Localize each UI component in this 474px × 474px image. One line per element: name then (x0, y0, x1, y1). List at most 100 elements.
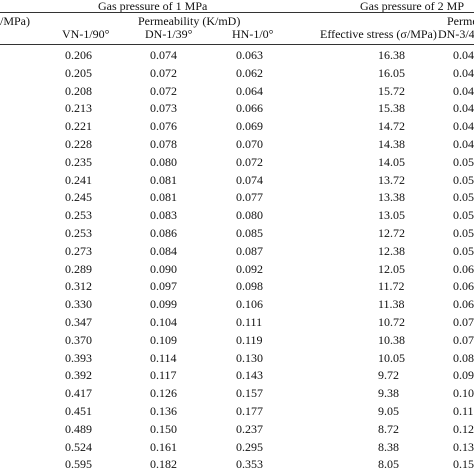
table-row: 0.347 0.104 0.111 10.72 0.072 (0, 313, 474, 331)
cell-hn: 0.080 (236, 208, 263, 223)
cell-dn: 0.080 (150, 154, 177, 169)
table-row: 0.253 0.083 0.080 13.05 0.054 (0, 206, 474, 224)
cell-dn2: 0.136 (453, 439, 474, 454)
cell-dn: 0.072 (150, 65, 177, 80)
table-row: 0.289 0.090 0.092 12.05 0.062 (0, 260, 474, 278)
permeability-label: Permeability (K/mD) (138, 14, 241, 28)
cell-hn: 0.062 (236, 65, 263, 80)
cell-vn: 0.347 (65, 314, 92, 329)
cell-vn: 0.595 (65, 457, 92, 472)
table-row: 0.417 0.126 0.157 9.38 0.107 (0, 384, 474, 402)
table-row: 0.370 0.109 0.119 10.38 0.076 (0, 331, 474, 349)
col-header-dn: DN-1/39° (145, 27, 193, 41)
cell-es: 10.38 (378, 332, 405, 347)
cell-es: 12.72 (378, 225, 405, 240)
cell-dn2: 0.050 (453, 154, 474, 169)
cell-vn: 0.330 (65, 297, 92, 312)
cell-dn2: 0.107 (453, 386, 474, 401)
cell-hn: 0.085 (236, 225, 263, 240)
cell-dn2: 0.076 (453, 332, 474, 347)
cell-vn: 0.289 (65, 261, 92, 276)
cell-vn: 0.253 (65, 225, 92, 240)
table-row: 0.208 0.072 0.064 15.72 0.044 (0, 82, 474, 100)
cell-hn: 0.143 (236, 368, 263, 383)
cell-hn: 0.130 (236, 350, 263, 365)
cell-hn: 0.069 (236, 119, 263, 134)
cell-hn: 0.111 (236, 314, 263, 329)
cell-dn: 0.114 (150, 350, 177, 365)
table-row: 0.235 0.080 0.072 14.05 0.050 (0, 153, 474, 171)
cell-vn: 0.245 (65, 190, 92, 205)
cell-dn2: 0.045 (453, 101, 474, 116)
col-header-stress: Effective stress (σ/MPa) (320, 27, 437, 41)
permeability-label-right: Perme (447, 14, 474, 28)
cell-es: 14.72 (378, 119, 405, 134)
cell-dn2: 0.053 (453, 190, 474, 205)
cell-hn: 0.237 (236, 421, 263, 436)
cell-dn: 0.097 (150, 279, 177, 294)
table-row: 0.489 0.150 0.237 8.72 0.123 (0, 420, 474, 438)
cell-vn: 0.417 (65, 386, 92, 401)
cell-vn: 0.253 (65, 208, 92, 223)
cell-dn: 0.126 (150, 386, 177, 401)
cell-vn: 0.392 (65, 368, 92, 383)
table-row: 0.330 0.099 0.106 11.38 0.068 (0, 295, 474, 313)
cell-dn2: 0.044 (453, 83, 474, 98)
cell-hn: 0.353 (236, 457, 263, 472)
cell-vn: 0.213 (65, 101, 92, 116)
cell-dn2: 0.089 (453, 350, 474, 365)
table-body: 0.206 0.074 0.063 16.38 0.043 0.205 0.072 0.062… (0, 46, 474, 473)
cell-dn2: 0.062 (453, 261, 474, 276)
cell-dn: 0.072 (150, 83, 177, 98)
cell-dn2: 0.150 (453, 457, 474, 472)
table-row: 0.392 0.117 0.143 9.72 0.098 (0, 366, 474, 384)
cell-hn: 0.157 (236, 386, 263, 401)
cell-dn: 0.099 (150, 297, 177, 312)
cell-dn2: 0.054 (453, 208, 474, 223)
cell-dn: 0.104 (150, 314, 177, 329)
cell-es: 9.38 (378, 386, 399, 401)
cell-dn: 0.136 (150, 403, 177, 418)
cell-hn: 0.106 (236, 297, 263, 312)
cell-vn: 0.524 (65, 439, 92, 454)
cell-hn: 0.177 (236, 403, 263, 418)
table-row: 0.241 0.081 0.074 13.72 0.051 (0, 171, 474, 189)
cell-dn: 0.161 (150, 439, 177, 454)
cell-dn: 0.117 (150, 368, 177, 383)
cell-dn2: 0.072 (453, 314, 474, 329)
cell-dn2: 0.047 (453, 119, 474, 134)
cell-es: 15.72 (378, 83, 405, 98)
col-header-hn: HN-1/0° (232, 27, 274, 41)
cell-dn: 0.083 (150, 208, 177, 223)
table-row: 0.221 0.076 0.069 14.72 0.047 (0, 117, 474, 135)
cell-dn: 0.109 (150, 332, 177, 347)
cell-dn: 0.084 (150, 243, 177, 258)
cell-vn: 0.370 (65, 332, 92, 347)
cell-vn: 0.451 (65, 403, 92, 418)
cell-hn: 0.119 (236, 332, 263, 347)
cell-es: 13.38 (378, 190, 405, 205)
cell-es: 12.05 (378, 261, 405, 276)
cell-dn: 0.090 (150, 261, 177, 276)
cell-es: 12.38 (378, 243, 405, 258)
cell-dn2: 0.056 (453, 225, 474, 240)
cell-dn2: 0.068 (453, 297, 474, 312)
cell-es: 14.38 (378, 136, 405, 151)
table-row: 0.253 0.086 0.085 12.72 0.056 (0, 224, 474, 242)
cell-es: 16.38 (378, 48, 405, 62)
table-row: 0.595 0.182 0.353 8.05 0.150 (0, 455, 474, 473)
col-header-vn: VN-1/90° (62, 27, 110, 41)
header-bottom-rule (0, 44, 474, 45)
cell-dn2: 0.117 (453, 403, 474, 418)
cell-es: 15.38 (378, 101, 405, 116)
group1-title: Gas pressure of 1 MPa (98, 0, 208, 13)
cell-dn: 0.076 (150, 119, 177, 134)
cell-es: 11.38 (378, 297, 405, 312)
table-row: 0.312 0.097 0.098 11.72 0.065 (0, 277, 474, 295)
cell-dn2: 0.044 (453, 65, 474, 80)
left-partial-label: /MPa) (0, 14, 30, 28)
cell-hn: 0.072 (236, 154, 263, 169)
cell-vn: 0.241 (65, 172, 92, 187)
cell-hn: 0.087 (236, 243, 263, 258)
cell-vn: 0.489 (65, 421, 92, 436)
